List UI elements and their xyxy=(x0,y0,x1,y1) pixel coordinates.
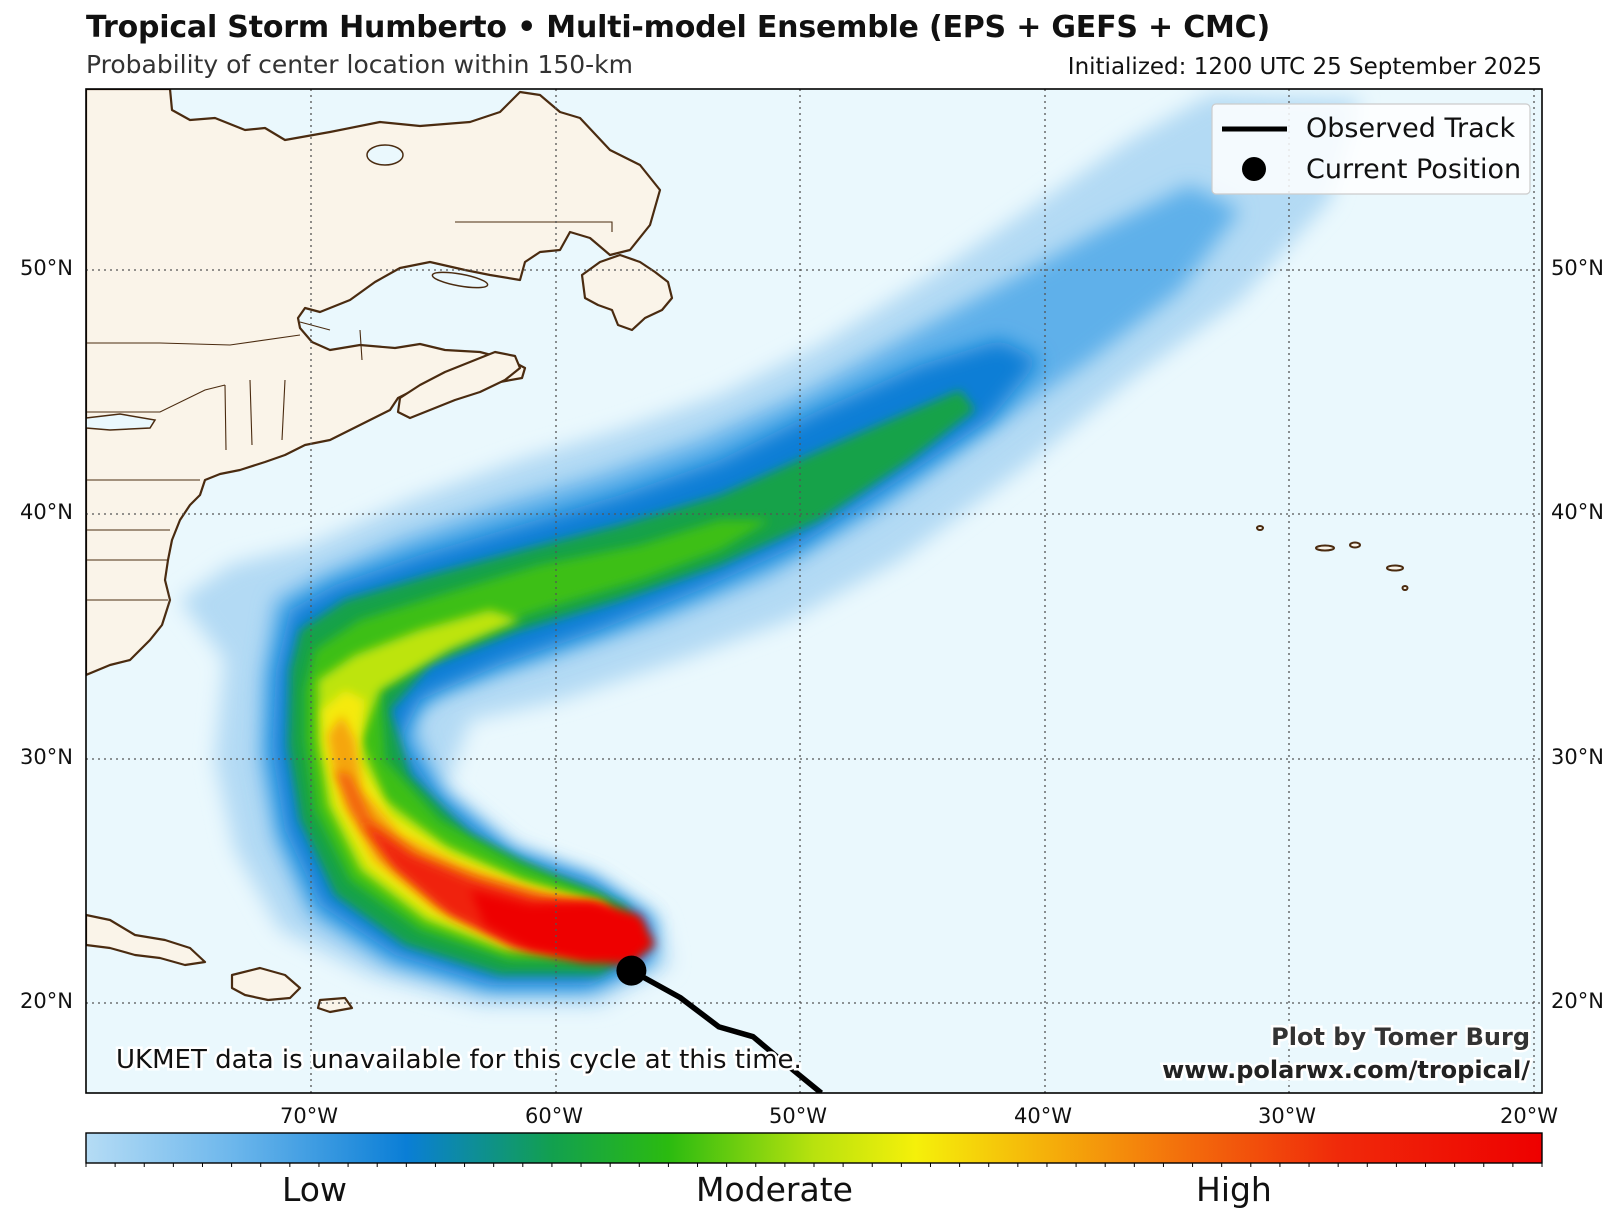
graticule xyxy=(86,89,1542,1093)
colorbar-high-label: High xyxy=(1196,1170,1272,1209)
lat-label-50n-left: 50°N xyxy=(20,256,73,280)
cuba-land xyxy=(86,913,207,967)
hispaniola-land xyxy=(230,966,302,1002)
lat-label-20n-right: 20°N xyxy=(1551,989,1604,1013)
state-borders xyxy=(86,221,613,601)
colorbar xyxy=(85,1132,1543,1164)
lon-label-70w: 70°W xyxy=(280,1104,338,1128)
lat-label-20n-left: 20°N xyxy=(20,989,73,1013)
lat-label-50n-right: 50°N xyxy=(1551,256,1604,280)
lat-label-30n-right: 30°N xyxy=(1551,745,1604,769)
land-areas xyxy=(86,89,674,1014)
lon-label-20w: 20°W xyxy=(1500,1104,1558,1128)
current-position-label: Current Position xyxy=(1306,154,1521,185)
observed-track-line xyxy=(630,968,824,1093)
observed-track-label: Observed Track xyxy=(1306,113,1515,144)
initialized-time: Initialized: 1200 UTC 25 September 2025 xyxy=(1067,54,1542,80)
lon-label-40w: 40°W xyxy=(1014,1104,1072,1128)
colorbar-low-label: Low xyxy=(282,1170,347,1209)
ukmet-note: UKMET data is unavailable for this cycle… xyxy=(116,1045,802,1075)
lon-label-30w: 30°W xyxy=(1258,1104,1316,1128)
puerto-rico-land xyxy=(316,996,354,1014)
map-subtitle: Probability of center location within 15… xyxy=(86,50,634,79)
current-position-legend-swatch xyxy=(1242,157,1266,181)
current-position-marker xyxy=(616,955,647,986)
lakes xyxy=(86,144,489,431)
map-legend: Observed Track Current Position xyxy=(1211,103,1531,195)
lat-label-40n-right: 40°N xyxy=(1551,500,1604,524)
lat-label-40n-left: 40°N xyxy=(20,500,73,524)
lon-label-60w: 60°W xyxy=(525,1104,583,1128)
nova-scotia-land xyxy=(396,350,522,420)
probability-swath xyxy=(180,95,1360,1005)
colorbar-ticks xyxy=(85,1163,1543,1167)
credit-url: www.polarwx.com/tropical/ xyxy=(1162,1056,1530,1084)
lat-label-30n-left: 30°N xyxy=(20,745,73,769)
colorbar-moderate-label: Moderate xyxy=(696,1170,853,1209)
map-title: Tropical Storm Humberto • Multi-model En… xyxy=(86,10,1271,45)
azores-islands xyxy=(1256,525,1409,591)
map-frame xyxy=(85,88,1543,1094)
credit-author: Plot by Tomer Burg xyxy=(1271,1023,1530,1051)
north-america-land xyxy=(86,89,662,677)
lon-label-50w: 50°W xyxy=(769,1104,827,1128)
newfoundland-land xyxy=(580,253,674,332)
